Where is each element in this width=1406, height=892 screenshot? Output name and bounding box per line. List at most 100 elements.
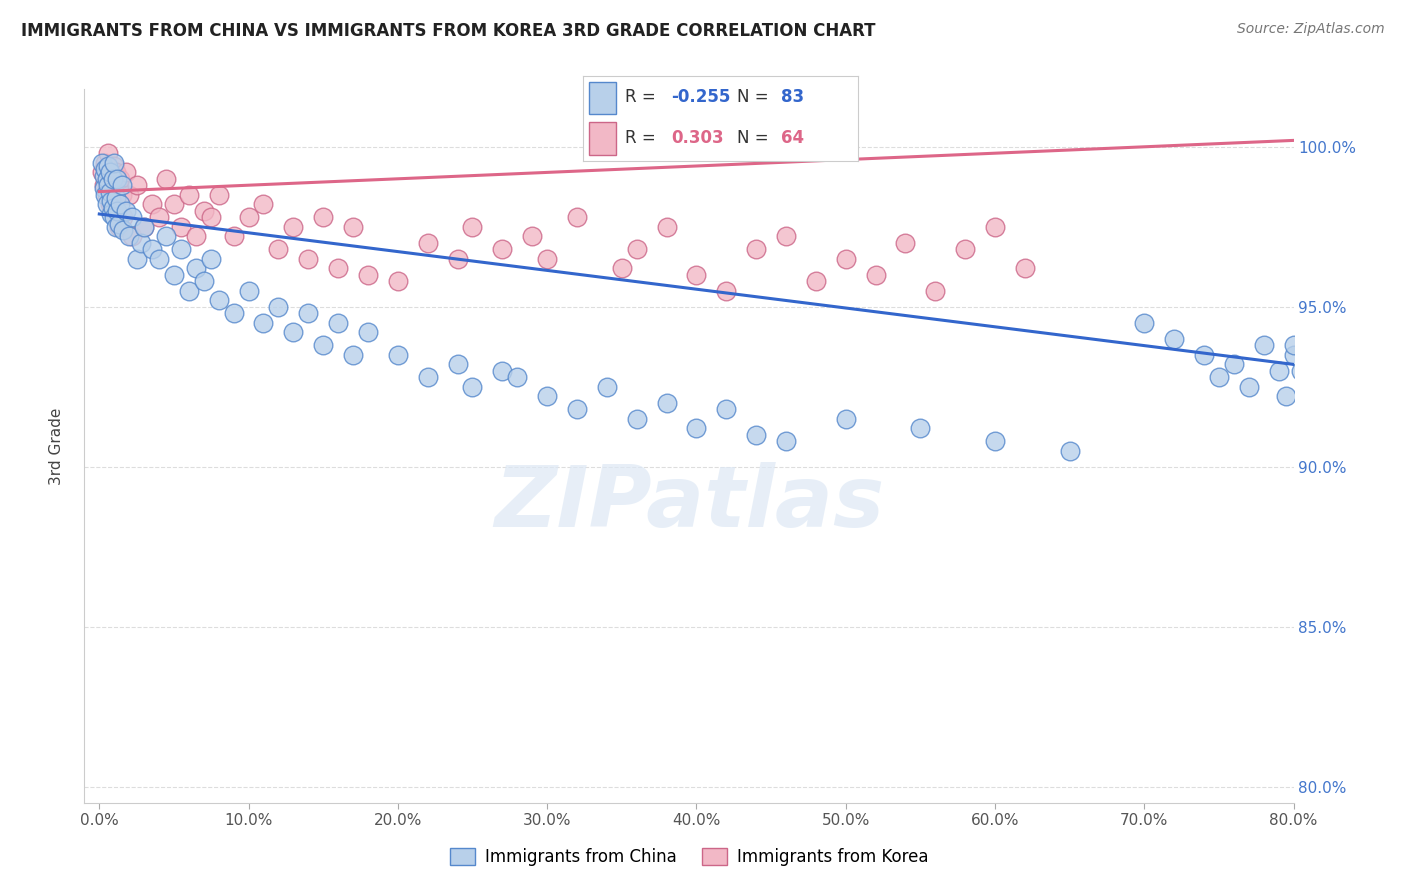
Point (101, 201, 124, 215)
Point (222, 306, 245, 320)
Point (91, 165, 114, 179)
Point (121, 210, 143, 224)
Point (1133, 316, 1156, 330)
Point (170, 219, 193, 234)
Point (101, 185, 124, 199)
Point (118, 187, 141, 202)
Point (96, 171, 118, 186)
Point (685, 268, 707, 282)
Point (1192, 348, 1215, 362)
Point (565, 402, 588, 417)
Point (104, 165, 127, 179)
Point (118, 229, 141, 244)
Text: 83: 83 (780, 88, 804, 106)
Point (105, 203, 128, 218)
Point (387, 348, 409, 362)
Point (98, 197, 121, 211)
Point (326, 261, 349, 276)
Point (111, 187, 134, 202)
Point (98, 165, 121, 179)
Point (1059, 443, 1081, 458)
Point (103, 159, 125, 173)
Text: ZIPatlas: ZIPatlas (494, 461, 884, 545)
Point (148, 210, 170, 224)
Text: R =: R = (624, 88, 661, 106)
Point (491, 364, 513, 378)
Point (326, 316, 349, 330)
Point (252, 197, 274, 211)
Point (685, 421, 707, 435)
Point (1014, 261, 1036, 276)
Point (565, 210, 588, 224)
Point (97, 159, 120, 173)
Point (984, 434, 1007, 449)
Point (222, 229, 245, 244)
Point (108, 171, 131, 186)
Point (104, 219, 127, 234)
Point (163, 197, 186, 211)
Point (596, 380, 619, 394)
Point (416, 370, 439, 384)
Point (155, 229, 177, 244)
Point (536, 252, 558, 266)
Point (97, 146, 120, 161)
Point (506, 370, 529, 384)
Point (267, 242, 290, 256)
Point (115, 203, 138, 218)
Point (103, 156, 125, 170)
Point (177, 187, 200, 202)
Point (626, 242, 648, 256)
Point (125, 252, 148, 266)
Point (461, 380, 484, 394)
Point (834, 412, 856, 426)
Point (312, 338, 335, 352)
Point (96, 187, 118, 202)
Point (536, 389, 558, 403)
Point (105, 171, 128, 186)
Point (1282, 348, 1305, 362)
Point (193, 203, 215, 218)
Point (1289, 364, 1312, 378)
Point (655, 396, 678, 410)
Point (1253, 338, 1275, 352)
Text: Source: ZipAtlas.com: Source: ZipAtlas.com (1237, 22, 1385, 37)
Point (610, 261, 633, 276)
Text: N =: N = (737, 129, 773, 147)
Text: N =: N = (737, 88, 773, 106)
Point (924, 284, 946, 298)
Point (105, 178, 128, 193)
Point (267, 300, 290, 314)
Point (93, 178, 115, 193)
Text: IMMIGRANTS FROM CHINA VS IMMIGRANTS FROM KOREA 3RD GRADE CORRELATION CHART: IMMIGRANTS FROM CHINA VS IMMIGRANTS FROM… (21, 22, 876, 40)
Point (193, 274, 215, 288)
Point (804, 274, 827, 288)
Point (177, 284, 200, 298)
Point (357, 268, 380, 282)
Point (208, 293, 231, 308)
Point (716, 402, 738, 417)
Point (461, 219, 484, 234)
Point (953, 242, 976, 256)
Point (96, 197, 118, 211)
Point (129, 235, 152, 250)
Point (1208, 370, 1230, 384)
Point (1282, 338, 1305, 352)
Text: 64: 64 (780, 129, 804, 147)
Point (97, 178, 120, 193)
Point (312, 210, 335, 224)
Point (141, 197, 163, 211)
Y-axis label: 3rd Grade: 3rd Grade (49, 408, 63, 484)
Point (132, 219, 155, 234)
Bar (589, 122, 616, 154)
Point (93, 181, 115, 195)
Bar (589, 82, 616, 114)
Point (100, 207, 122, 221)
Point (775, 434, 797, 449)
Point (104, 191, 127, 205)
Point (100, 194, 122, 209)
Point (491, 242, 513, 256)
Point (141, 242, 163, 256)
Point (125, 178, 148, 193)
Point (1237, 380, 1260, 394)
Point (342, 219, 364, 234)
